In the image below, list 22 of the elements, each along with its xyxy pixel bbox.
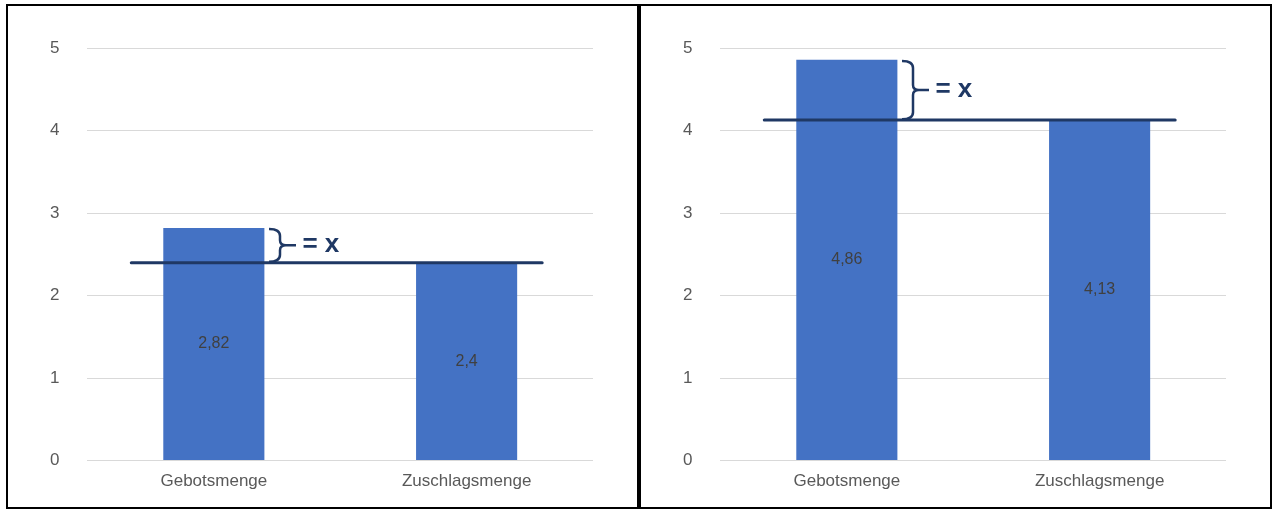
y-tick-label: 3 bbox=[49, 202, 60, 222]
y-tick-label: 0 bbox=[49, 450, 60, 470]
annotation: = x bbox=[302, 228, 340, 259]
y-tick-label: 0 bbox=[682, 450, 693, 470]
data-label: 2,4 bbox=[455, 351, 478, 369]
y-tick-label: 4 bbox=[682, 120, 693, 140]
y-tick-label: 3 bbox=[682, 202, 693, 222]
x-tick-label: Zuschlagsmenge bbox=[401, 471, 532, 491]
data-label: 4,13 bbox=[1084, 280, 1116, 298]
y-tick-label: 1 bbox=[49, 367, 60, 387]
y-tick-label: 5 bbox=[49, 37, 60, 57]
x-tick-label: Gebotsmenge bbox=[160, 471, 268, 491]
x-tick-label: Gebotsmenge bbox=[793, 471, 901, 491]
y-tick-label: 4 bbox=[49, 120, 60, 140]
y-tick-label: 2 bbox=[682, 285, 693, 305]
data-label: 4,86 bbox=[831, 250, 863, 268]
y-tick-label: 2 bbox=[49, 285, 60, 305]
data-label: 2,82 bbox=[198, 334, 230, 352]
annotation: = x bbox=[935, 73, 973, 104]
y-tick-label: 5 bbox=[682, 37, 693, 57]
y-tick-label: 1 bbox=[682, 367, 693, 387]
x-tick-label: Zuschlagsmenge bbox=[1034, 471, 1165, 491]
